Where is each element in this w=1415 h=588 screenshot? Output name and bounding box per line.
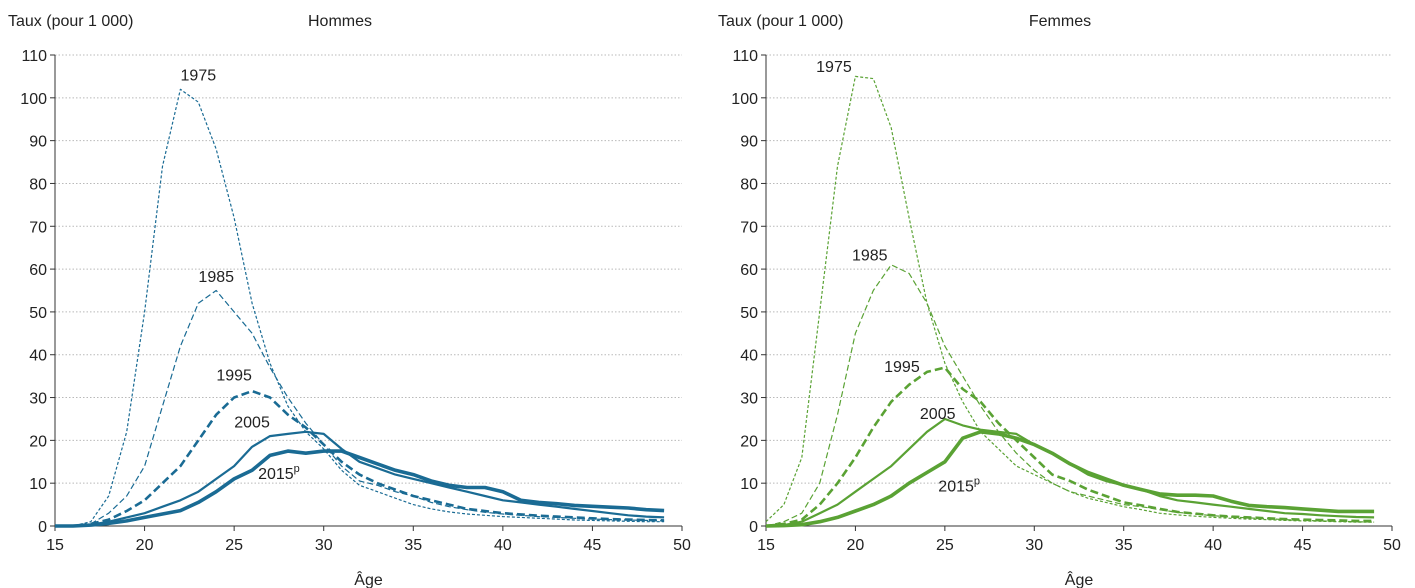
- series-label: 1995: [216, 367, 252, 384]
- x-tick-label: 30: [1025, 537, 1043, 554]
- series-line-1985: [55, 289, 665, 527]
- x-tick-label: 35: [404, 537, 422, 554]
- series-label: 2005: [920, 406, 956, 423]
- x-tick-label: 15: [757, 537, 775, 554]
- y-tick-label: 50: [29, 305, 47, 322]
- series-line-1985: [765, 264, 1375, 527]
- y-tick-label: 100: [731, 91, 758, 108]
- y-tick-label: 0: [38, 519, 47, 536]
- y-axis-title: Taux (pour 1 000): [8, 13, 133, 30]
- panel-title: Hommes: [308, 13, 372, 30]
- x-tick-label: 30: [315, 537, 333, 554]
- x-tick-label: 45: [1294, 537, 1312, 554]
- series-line-1995: [55, 389, 665, 528]
- series-label: 2015p: [258, 463, 300, 483]
- x-axis-title: Âge: [354, 570, 383, 588]
- x-tick-label: 40: [1204, 537, 1222, 554]
- x-tick-label: 15: [46, 537, 64, 554]
- series-line-1975: [765, 75, 1375, 523]
- panel-hommes: 0 10 20 30 40 50 60 70 80 90 100 110 15 20 25 30 35 40 45 5…: [8, 13, 691, 588]
- series-line-2015: [55, 449, 665, 528]
- series-label: 1975: [181, 68, 217, 85]
- x-tick-label: 25: [225, 537, 243, 554]
- y-axis-title: Taux (pour 1 000): [718, 13, 843, 30]
- x-tick-label: 20: [847, 537, 865, 554]
- y-tick-label: 40: [740, 348, 758, 365]
- x-tick-label: 35: [1115, 537, 1133, 554]
- panel-title: Femmes: [1029, 13, 1091, 30]
- series-line-2005: [55, 430, 665, 528]
- series-line-1975: [55, 88, 665, 527]
- series-label: 2005: [234, 415, 270, 432]
- y-tick-label: 70: [740, 219, 758, 236]
- y-tick-label: 30: [29, 391, 47, 408]
- series-line-2015: [765, 429, 1375, 528]
- y-tick-label: 80: [740, 176, 758, 193]
- y-tick-label: 70: [29, 219, 47, 236]
- y-tick-label: 50: [740, 305, 758, 322]
- y-tick-label: 10: [29, 476, 47, 493]
- y-tick-label: 110: [21, 48, 47, 65]
- x-tick-label: 20: [136, 537, 154, 554]
- panel-femmes: 0 10 20 30 40 50 60 70 80 90 100 110 15 20 25 30 35 40 45 5…: [718, 13, 1401, 588]
- y-tick-label: 10: [740, 476, 758, 493]
- x-tick-label: 25: [936, 537, 954, 554]
- y-tick-label: 60: [740, 262, 758, 279]
- y-tick-label: 90: [29, 134, 47, 151]
- x-axis-title: Âge: [1065, 570, 1094, 588]
- y-tick-label: 60: [29, 262, 47, 279]
- x-tick-label: 40: [494, 537, 512, 554]
- series-label: 1975: [816, 59, 852, 76]
- y-tick-label: 80: [29, 176, 47, 193]
- x-tick-label: 50: [673, 537, 691, 554]
- series-label: 2015p: [938, 476, 980, 496]
- y-tick-label: 100: [20, 91, 47, 108]
- series-label: 1995: [884, 359, 920, 376]
- y-tick-label: 110: [732, 48, 758, 65]
- y-tick-label: 20: [740, 433, 758, 450]
- y-tick-label: 0: [749, 519, 758, 536]
- series-label: 1985: [198, 269, 234, 286]
- y-tick-label: 90: [740, 134, 758, 151]
- series-label: 1985: [852, 248, 888, 265]
- x-tick-label: 45: [584, 537, 602, 554]
- series-line-1995: [765, 366, 1375, 528]
- y-tick-label: 30: [740, 391, 758, 408]
- y-tick-label: 20: [29, 433, 47, 450]
- x-tick-label: 50: [1383, 537, 1401, 554]
- y-tick-label: 40: [29, 348, 47, 365]
